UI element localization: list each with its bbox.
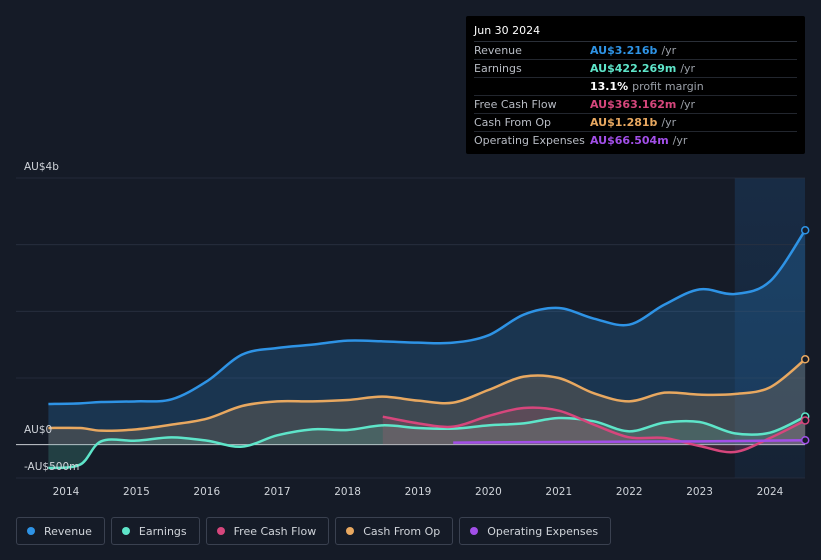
x-tick-label: 2017 — [264, 486, 291, 498]
x-tick-label: 2019 — [405, 486, 432, 498]
highlight-band — [734, 178, 805, 478]
x-tick-label: 2023 — [686, 486, 713, 498]
tooltip-row: Earnings AU$422.269m/yr — [474, 60, 797, 78]
legend: Revenue Earnings Free Cash Flow Cash From O… — [16, 517, 612, 545]
free-cash-flow-area — [382, 407, 806, 453]
x-tick-label: 2015 — [123, 486, 150, 498]
tooltip-date: Jun 30 2024 — [474, 23, 797, 42]
legend-item-earnings[interactable]: Earnings — [110, 517, 200, 545]
tooltip-row: Free Cash Flow AU$363.162m/yr — [474, 96, 797, 114]
tooltip-row-value: AU$422.269m — [590, 62, 677, 75]
legend-dot-icon — [216, 527, 225, 535]
revenue-area — [48, 230, 806, 445]
tooltip-row-label — [474, 78, 590, 95]
legend-dot-icon — [121, 527, 130, 535]
tooltip-row-value: AU$1.281b — [590, 116, 658, 129]
revenue-end-point[interactable] — [800, 226, 810, 235]
free-cash-flow-line — [382, 406, 806, 454]
legend-label: Earnings — [138, 524, 187, 538]
x-tick-label: 2024 — [757, 486, 784, 498]
x-tick-label: 2021 — [545, 486, 572, 498]
tooltip-row-unit: /yr — [680, 98, 696, 111]
tooltip-row-value: AU$363.162m — [590, 98, 677, 111]
x-tick-label: 2018 — [334, 486, 361, 498]
tooltip-row-label: Operating Expenses — [474, 134, 585, 147]
x-tick-label: 2014 — [53, 486, 80, 498]
tooltip-row-label: Revenue — [474, 44, 522, 57]
tooltip-row-unit: /yr — [680, 62, 696, 75]
tooltip-panel: Jun 30 2024 Revenue AU$3.216b/yr Earnings A… — [466, 16, 805, 154]
legend-label: Cash From Op — [363, 524, 441, 538]
legend-label: Free Cash Flow — [233, 524, 317, 538]
revenue-line — [48, 229, 807, 406]
free-cash-flow-end-point[interactable] — [800, 416, 810, 425]
tooltip-row: Cash From Op AU$1.281b/yr — [474, 114, 797, 132]
x-tick-label: 2020 — [475, 486, 502, 498]
tooltip-row-unit: profit margin — [632, 80, 704, 93]
y-label-top: AU$4b — [24, 161, 59, 173]
earnings-line — [48, 415, 806, 470]
y-label-zero: AU$0 — [24, 424, 52, 436]
tooltip-row-value: AU$66.504m — [590, 134, 669, 147]
tooltip-row-value: AU$3.216b — [590, 44, 658, 57]
legend-dot-icon — [346, 527, 355, 535]
tooltip-row: 13.1% profit margin — [474, 78, 797, 96]
tooltip-row-value: 13.1% — [590, 80, 629, 93]
tooltip-row-label: Free Cash Flow — [474, 98, 557, 111]
operating-expenses-line — [453, 438, 806, 444]
tooltip-row-unit: /yr — [661, 44, 677, 57]
legend-label: Operating Expenses — [487, 524, 599, 538]
legend-item-revenue[interactable]: Revenue — [16, 517, 105, 545]
operating-expenses-end-point[interactable] — [800, 435, 810, 445]
tooltip-row: Revenue AU$3.216b/yr — [474, 42, 797, 60]
y-label-bottom: -AU$500m — [24, 461, 79, 473]
tooltip-row-unit: /yr — [672, 134, 688, 147]
legend-item-free-cash-flow[interactable]: Free Cash Flow — [205, 517, 330, 545]
tooltip-row-label: Cash From Op — [474, 116, 552, 129]
legend-item-cash-from-op[interactable]: Cash From Op — [335, 517, 454, 545]
cash-from-op-end-point[interactable] — [800, 355, 810, 364]
legend-dot-icon — [27, 527, 35, 535]
tooltip-row-label: Earnings — [474, 62, 522, 75]
legend-label: Revenue — [44, 524, 92, 538]
legend-item-operating-expenses[interactable]: Operating Expenses — [459, 517, 612, 545]
legend-dot-icon — [470, 527, 479, 535]
tooltip-row-unit: /yr — [661, 116, 677, 129]
x-tick-label: 2022 — [616, 486, 643, 498]
cash-from-op-line — [48, 358, 806, 432]
x-tick-label: 2016 — [193, 486, 220, 498]
tooltip-row: Operating Expenses AU$66.504m/yr — [474, 132, 797, 149]
